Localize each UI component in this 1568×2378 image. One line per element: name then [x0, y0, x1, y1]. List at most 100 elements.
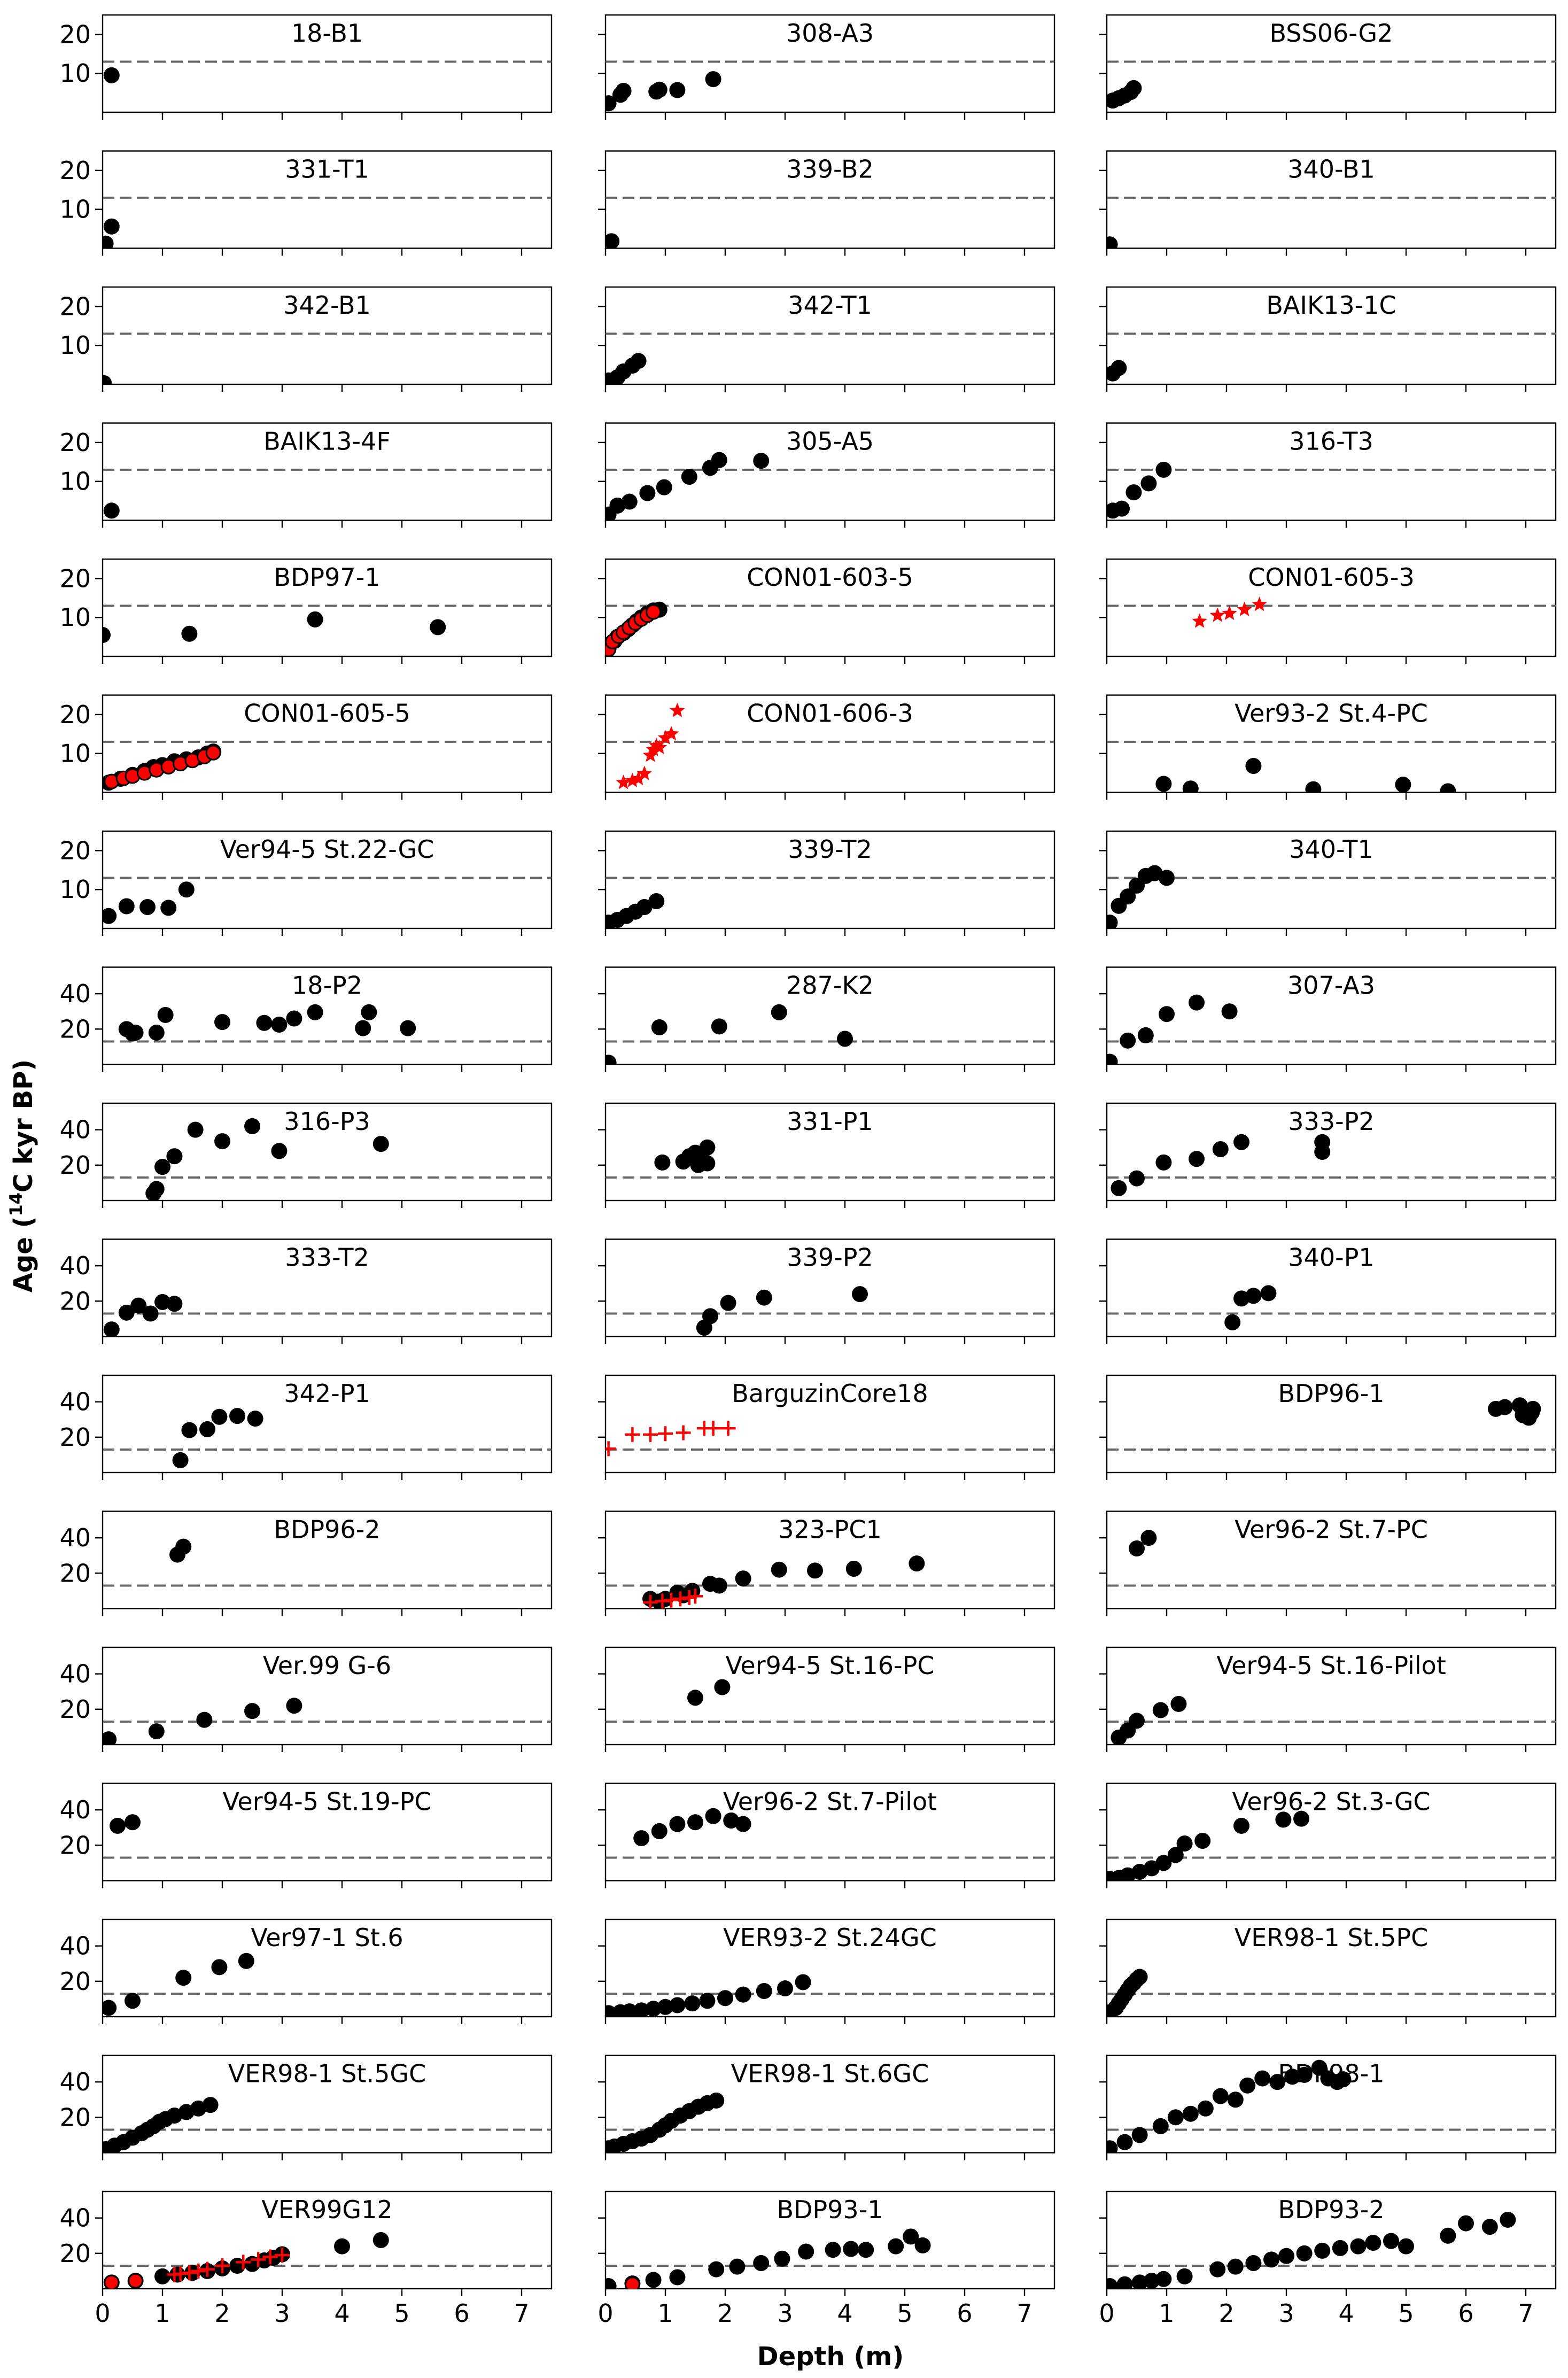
data-point-star — [651, 739, 667, 754]
data-point — [175, 1970, 192, 1986]
panel-frame — [604, 1646, 1055, 1746]
panel-markers — [1111, 1134, 1331, 1196]
data-point — [606, 95, 617, 112]
data-point — [127, 1024, 144, 1041]
panel-markers — [1224, 1285, 1277, 1331]
panel-title: CON01-603-5 — [747, 563, 913, 592]
data-point-star — [1192, 613, 1207, 628]
data-point — [1129, 1713, 1145, 1729]
panel-title: 333-P2 — [1288, 1107, 1374, 1136]
y-tick-label: 20 — [59, 836, 91, 865]
data-point — [711, 452, 727, 468]
panel-frame — [1106, 694, 1557, 793]
panel-frame — [1106, 1646, 1557, 1746]
data-point — [118, 1304, 135, 1321]
panel: Ver93-2 St.4-PC — [1099, 694, 1557, 800]
data-point-plus — [251, 2252, 266, 2267]
y-tick-label: 40 — [59, 2204, 91, 2233]
data-point-star — [1252, 597, 1267, 611]
data-point-star — [631, 771, 646, 786]
data-point — [148, 1723, 165, 1740]
panel-markers — [1107, 236, 1118, 249]
panel-frame — [102, 2190, 553, 2290]
panel: 340-T1 — [1099, 830, 1557, 936]
data-point — [1155, 2271, 1172, 2287]
panel: 10 20 342-B1 — [59, 286, 553, 392]
data-point — [1239, 2077, 1256, 2094]
panel-markers — [1192, 597, 1267, 628]
panel: 10 20 Ver94-5 St.22-GC — [59, 830, 553, 936]
data-point — [139, 898, 156, 915]
data-point — [178, 881, 195, 898]
x-tick-label: 4 — [1338, 2299, 1354, 2328]
panel-title: Ver93-2 St.4-PC — [1235, 699, 1428, 728]
panel-frame — [604, 966, 1055, 1065]
data-point — [125, 1814, 141, 1831]
panel: 287-K2 — [598, 966, 1055, 1072]
data-point — [1224, 1314, 1241, 1331]
panel-title: VER98-1 St.6GC — [731, 2059, 929, 2088]
panel-frame — [102, 558, 553, 657]
data-point — [1245, 2255, 1262, 2272]
panel: 0 1 2 3 4 5 6 7 BDP93-2 — [1099, 2190, 1557, 2328]
data-point — [372, 1136, 389, 1152]
data-point — [1189, 1151, 1205, 1167]
data-point — [175, 1538, 192, 1555]
y-tick-label: 40 — [59, 1251, 91, 1280]
panel-title: Ver96-2 St.7-Pilot — [723, 1787, 937, 1816]
data-point — [1116, 2276, 1133, 2289]
data-point — [657, 1999, 673, 2015]
data-point — [1107, 915, 1118, 928]
y-tick-label: 40 — [59, 1116, 91, 1144]
data-point — [606, 233, 620, 249]
x-axis-label: Depth (m) — [757, 2342, 904, 2372]
data-point — [711, 1018, 727, 1035]
panel-markers — [118, 1004, 416, 1042]
panel: 20 40 BDP96-2 — [59, 1511, 553, 1616]
panel: 20 40 18-P2 — [59, 966, 553, 1072]
panel-title: 333-T2 — [285, 1243, 369, 1272]
panel: BarguzinCore18 — [598, 1374, 1055, 1480]
data-point — [1176, 2268, 1193, 2284]
data-point — [711, 1577, 727, 1594]
data-point — [1233, 1817, 1249, 1834]
panel-title: 307-A3 — [1287, 971, 1375, 1000]
data-point — [888, 2238, 904, 2255]
panel-title: 340-P1 — [1288, 1243, 1374, 1272]
data-point — [825, 2242, 841, 2258]
data-point — [1152, 1702, 1169, 1718]
panel: 10 20 331-T1 — [59, 150, 553, 256]
data-point — [1209, 2261, 1226, 2278]
data-point — [845, 1561, 862, 1577]
data-point — [1233, 1290, 1249, 1307]
data-point — [720, 1295, 736, 1311]
data-point — [400, 1020, 416, 1036]
panel-markers — [103, 2232, 389, 2289]
y-tick-label: 40 — [59, 2067, 91, 2096]
x-tick-label: 5 — [897, 2299, 912, 2328]
x-tick-label: 6 — [1458, 2299, 1473, 2328]
data-point — [753, 453, 770, 469]
data-point — [307, 1004, 323, 1020]
data-point — [699, 1139, 716, 1156]
panel-markers — [103, 218, 120, 249]
panel: 10 20 18-B1 — [59, 14, 553, 120]
data-point — [103, 67, 120, 83]
data-point — [807, 1562, 823, 1579]
panel-frame — [604, 14, 1055, 113]
data-point — [1176, 1835, 1193, 1852]
panel-title: 331-T1 — [285, 155, 369, 184]
panel-frame — [1106, 150, 1557, 249]
data-point-red — [624, 2276, 640, 2289]
panel-frame — [604, 2055, 1055, 2154]
data-point — [687, 1690, 703, 1706]
data-point — [1129, 1170, 1145, 1187]
panel-frame — [1106, 966, 1557, 1065]
data-point — [1159, 1006, 1175, 1023]
panel-frame — [1106, 2055, 1557, 2154]
data-point — [1227, 2092, 1244, 2108]
data-point — [1314, 2242, 1331, 2259]
panel: 340-B1 — [1099, 150, 1557, 256]
data-point — [148, 1181, 165, 1197]
data-point-star — [1237, 601, 1252, 616]
